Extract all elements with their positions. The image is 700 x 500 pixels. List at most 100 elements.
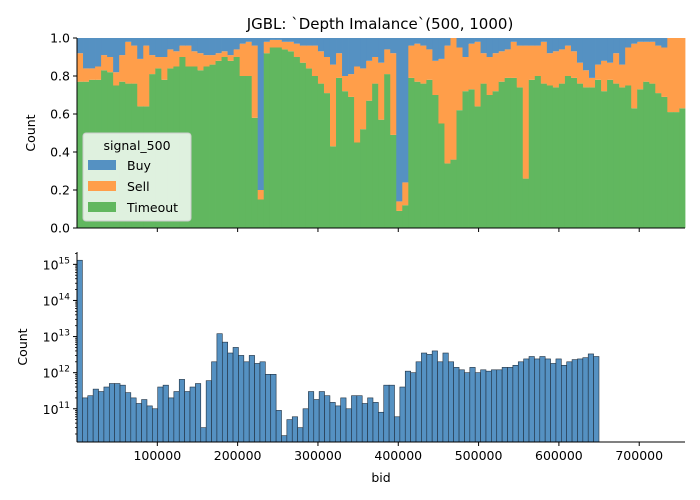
bar-buy [546, 38, 554, 54]
bar-buy [564, 38, 572, 46]
histogram-bar [248, 355, 255, 443]
bar-buy [655, 38, 662, 46]
bar-buy [637, 38, 644, 42]
bar-sell [516, 45, 524, 88]
bar-sell [679, 38, 686, 109]
bar-buy [366, 38, 373, 61]
bar-timeout [468, 89, 475, 228]
bar-timeout [251, 117, 259, 228]
bar-buy [576, 38, 584, 63]
bar-buy [113, 38, 120, 73]
histogram-bar [141, 399, 148, 443]
bar-sell [601, 60, 608, 92]
bar-buy [456, 38, 463, 48]
bar-buy [631, 38, 638, 44]
histogram-bar [243, 361, 250, 443]
bar-buy [372, 38, 379, 57]
x-tick-label: 600000 [535, 448, 583, 463]
bar-buy [119, 38, 126, 56]
bar-timeout [486, 95, 494, 228]
bar-timeout [396, 210, 403, 228]
legend-label-buy: Buy [127, 158, 151, 173]
histogram-bar [367, 397, 374, 443]
bar-sell [492, 53, 500, 92]
bar-buy [329, 38, 337, 65]
x-tick-label: 200000 [214, 448, 262, 463]
histogram-bar [491, 369, 498, 443]
bar-timeout [504, 77, 512, 229]
bar-buy [558, 38, 566, 50]
bar-sell [432, 60, 439, 95]
bar-timeout [221, 57, 228, 228]
y-tick-label: 0.0 [50, 221, 70, 236]
bar-timeout [245, 76, 253, 228]
bar-sell [474, 41, 481, 107]
bar-sell [522, 45, 530, 179]
bar-buy [649, 38, 656, 42]
bar-timeout [426, 79, 433, 228]
bar-sell [281, 41, 289, 50]
bar-buy [83, 38, 90, 69]
bar-sell [456, 47, 463, 111]
bar-sell [299, 45, 307, 63]
bar-buy [251, 38, 259, 46]
bar-timeout [408, 77, 415, 229]
y-axis-label: Count [23, 114, 38, 151]
bar-sell [420, 45, 427, 84]
bar-timeout [414, 81, 421, 228]
bar-timeout [480, 83, 488, 228]
bar-buy [215, 38, 222, 54]
bar-buy [299, 38, 307, 46]
legend-swatch-buy [88, 160, 116, 170]
bar-sell [414, 43, 421, 82]
bar-sell [179, 45, 186, 57]
bar-timeout [552, 87, 560, 229]
bar-sell [233, 49, 241, 57]
bar-buy [155, 38, 162, 57]
bar-sell [372, 57, 379, 84]
bar-timeout [197, 70, 204, 228]
histogram-bar [238, 355, 245, 443]
bar-sell [137, 58, 144, 107]
histogram-bar [232, 347, 239, 443]
bar-buy [510, 38, 518, 42]
bar-sell [323, 57, 331, 94]
bar-sell [540, 41, 548, 84]
histogram-bar [162, 384, 169, 443]
bar-sell [528, 45, 536, 80]
bar-sell [444, 45, 451, 164]
bar-buy [625, 38, 632, 48]
bar-buy [613, 38, 620, 54]
histogram-bar [227, 352, 234, 443]
bar-buy [173, 38, 180, 52]
histogram-bar [517, 361, 524, 443]
bar-timeout [269, 47, 277, 228]
bar-sell [426, 49, 433, 80]
bar-buy [540, 38, 548, 42]
bar-sell [239, 43, 247, 76]
histogram-bar [221, 341, 228, 443]
bar-timeout [215, 60, 222, 228]
bar-sell [221, 51, 228, 57]
bar-timeout [498, 81, 506, 228]
bar-sell [468, 43, 475, 90]
bar-buy [414, 38, 421, 44]
histogram-bar [426, 354, 433, 443]
bar-timeout [384, 74, 391, 228]
bar-timeout [613, 83, 620, 228]
bar-timeout [281, 49, 289, 229]
histogram-bar [195, 383, 202, 443]
bar-timeout [601, 91, 608, 228]
bar-sell [215, 53, 222, 61]
bar-buy [185, 38, 192, 46]
histogram-bar [211, 361, 218, 443]
bar-sell [197, 53, 204, 71]
bar-sell [552, 51, 560, 88]
bar-sell [625, 47, 632, 86]
histogram-bar [297, 427, 304, 443]
histogram-bar [361, 403, 368, 443]
histogram-bar [582, 357, 589, 443]
bar-sell [582, 70, 590, 88]
histogram-bar [356, 395, 363, 443]
